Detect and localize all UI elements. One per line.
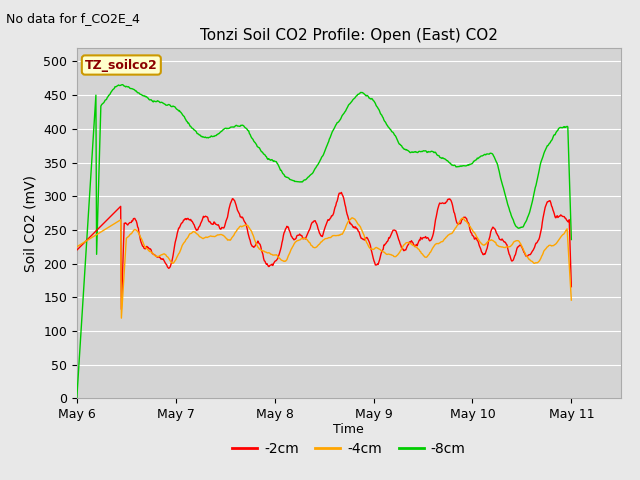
- Title: Tonzi Soil CO2 Profile: Open (East) CO2: Tonzi Soil CO2 Profile: Open (East) CO2: [200, 28, 498, 43]
- X-axis label: Time: Time: [333, 422, 364, 435]
- Text: No data for f_CO2E_4: No data for f_CO2E_4: [6, 12, 140, 25]
- Legend: -2cm, -4cm, -8cm: -2cm, -4cm, -8cm: [227, 436, 471, 462]
- Text: TZ_soilco2: TZ_soilco2: [85, 59, 157, 72]
- Y-axis label: Soil CO2 (mV): Soil CO2 (mV): [24, 175, 38, 272]
